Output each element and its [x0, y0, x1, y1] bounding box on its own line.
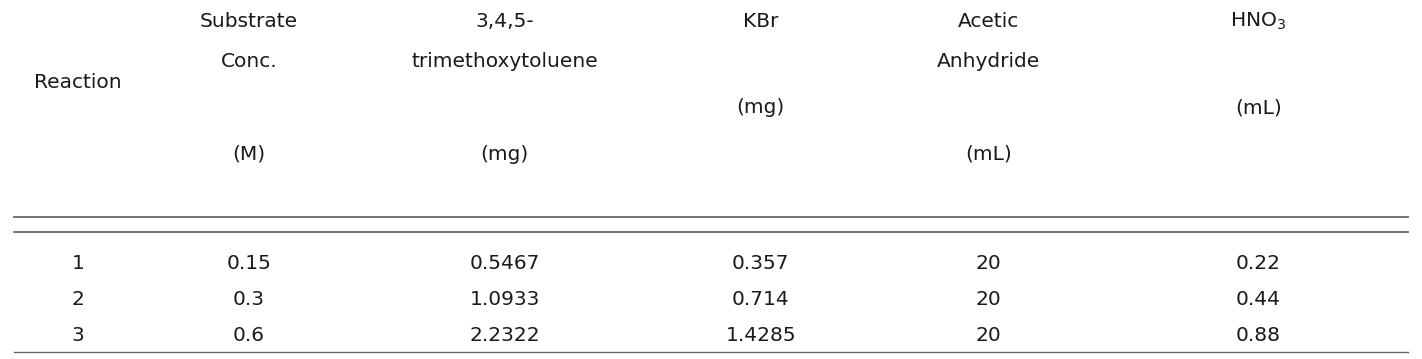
Text: Conc.: Conc.: [220, 52, 277, 70]
Text: 20: 20: [975, 255, 1001, 273]
Text: 2: 2: [71, 290, 85, 309]
Text: 0.6: 0.6: [233, 326, 264, 345]
Text: (M): (M): [232, 145, 266, 164]
Text: 1: 1: [71, 255, 85, 273]
Text: Anhydride: Anhydride: [937, 52, 1039, 70]
Text: 0.714: 0.714: [732, 290, 789, 309]
Text: 2.2322: 2.2322: [469, 326, 540, 345]
Text: 0.22: 0.22: [1236, 255, 1281, 273]
Text: 3: 3: [73, 326, 84, 345]
Text: 3,4,5-: 3,4,5-: [475, 12, 535, 31]
Text: 0.3: 0.3: [233, 290, 264, 309]
Text: 0.44: 0.44: [1236, 290, 1281, 309]
Text: Reaction: Reaction: [34, 73, 122, 92]
Text: 0.5467: 0.5467: [469, 255, 540, 273]
Text: (mg): (mg): [737, 98, 785, 117]
Text: 0.15: 0.15: [226, 255, 272, 273]
Text: (mL): (mL): [1236, 98, 1281, 117]
Text: 1.0933: 1.0933: [469, 290, 540, 309]
Text: 1.4285: 1.4285: [725, 326, 796, 345]
Text: Substrate: Substrate: [199, 12, 299, 31]
Text: 20: 20: [975, 290, 1001, 309]
Text: Acetic: Acetic: [957, 12, 1020, 31]
Text: 0.357: 0.357: [732, 255, 789, 273]
Text: HNO$_3$: HNO$_3$: [1230, 11, 1287, 32]
Text: 20: 20: [975, 326, 1001, 345]
Text: 0.88: 0.88: [1236, 326, 1281, 345]
Text: KBr: KBr: [744, 12, 778, 31]
Text: (mL): (mL): [966, 145, 1011, 164]
Text: trimethoxytoluene: trimethoxytoluene: [411, 52, 599, 70]
Text: (mg): (mg): [481, 145, 529, 164]
